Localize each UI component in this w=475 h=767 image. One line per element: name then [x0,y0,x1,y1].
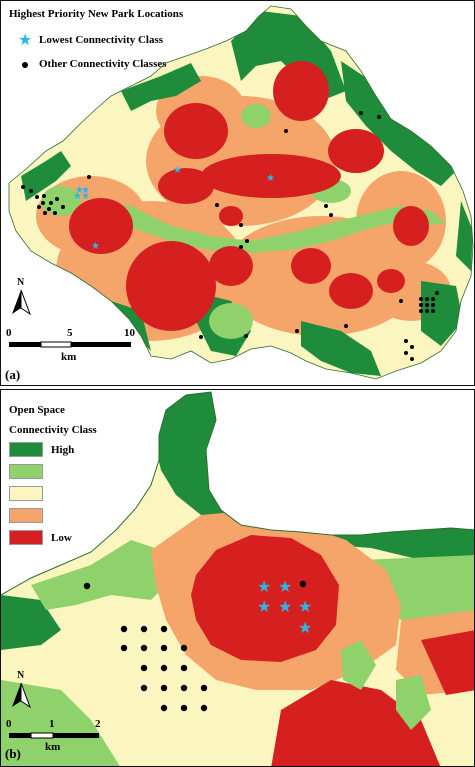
svg-text:★: ★ [91,241,100,252]
panel-label-a: (a) [5,367,21,382]
swatch-medium-low [9,508,43,523]
scale-tick-0-b: 0 [6,718,12,730]
panel-b-map: ★ ★ ★ ★ ★ ★ [0,389,475,767]
swatch-medium [9,486,43,501]
svg-text:★: ★ [73,191,82,202]
legend-class-2 [9,464,51,479]
svg-text:★: ★ [173,165,182,176]
other-connectivity-dots-b [83,580,307,712]
svg-text:★: ★ [298,620,312,637]
boundary-b [1,391,474,596]
legend-dot-label: Other Connectivity Classes [39,58,167,70]
swatch-high [9,442,43,457]
scale-tick-1-b: 1 [49,718,55,730]
swatch-medium-high [9,464,43,479]
low-east [421,630,474,695]
zoomed-map: ★ ★ ★ ★ ★ ★ [1,390,474,766]
svg-text:★: ★ [298,599,312,616]
scale-unit-a: km [61,351,77,363]
swatch-low [9,530,43,545]
legend-class-3 [9,486,51,501]
panel-a-map: ★ ★ ★ ★ ★ ★ ★ [0,0,475,386]
scale-tick-2-b: 2 [95,718,101,730]
svg-text:★: ★ [278,579,292,596]
legend-class-4 [9,508,51,523]
medium-high-patch-2 [396,675,431,730]
scale-unit-b: km [45,741,61,753]
legend-title-b-2: Connectivity Class [9,424,97,436]
legend-star-icon: ★ [18,32,32,49]
seoul-map: ★ ★ ★ ★ ★ ★ ★ [8,5,474,380]
scale-tick-10-a: 10 [124,327,135,339]
north-label-a: N [17,277,25,288]
scale-tick-0-a: 0 [6,327,12,339]
high-strip-north [151,392,241,515]
panel-label-b: (b) [5,746,21,761]
north-arrow-icon-b [12,682,32,709]
legend-class-low-label: Low [51,531,72,544]
scale-bar-b [9,732,99,739]
low-connectivity-zones [69,61,429,331]
legend-class-low: Low [9,530,72,545]
lowest-connectivity-stars: ★ ★ ★ ★ ★ ★ ★ [73,165,275,252]
medium-high-patch [341,640,376,690]
legend-title-a: Highest Priority New Park Locations [9,8,184,20]
lowest-connectivity-stars-b: ★ ★ ★ ★ ★ ★ [257,579,312,637]
svg-text:★: ★ [81,185,90,196]
svg-text:★: ★ [257,599,271,616]
scale-bar [9,341,131,348]
legend-class-high: High [9,442,74,457]
legend-class-high-label: High [51,443,75,456]
legend-title-b-1: Open Space [9,404,65,416]
north-label-b: N [17,670,25,681]
low-core [191,535,339,662]
svg-text:★: ★ [257,579,271,596]
legend-star-label: Lowest Connectivity Class [39,34,164,46]
north-arrow-icon [12,289,32,316]
legend-dot-icon [22,62,28,68]
scale-tick-5-a: 5 [67,327,73,339]
medium-high-south [1,680,121,766]
low-south [271,680,441,766]
svg-text:★: ★ [278,599,292,616]
city-boundary [8,5,474,380]
svg-text:★: ★ [81,191,90,202]
svg-text:★: ★ [266,173,275,184]
other-connectivity-dots [21,111,439,361]
medium-high-west [31,540,171,610]
svg-text:★: ★ [75,185,84,196]
